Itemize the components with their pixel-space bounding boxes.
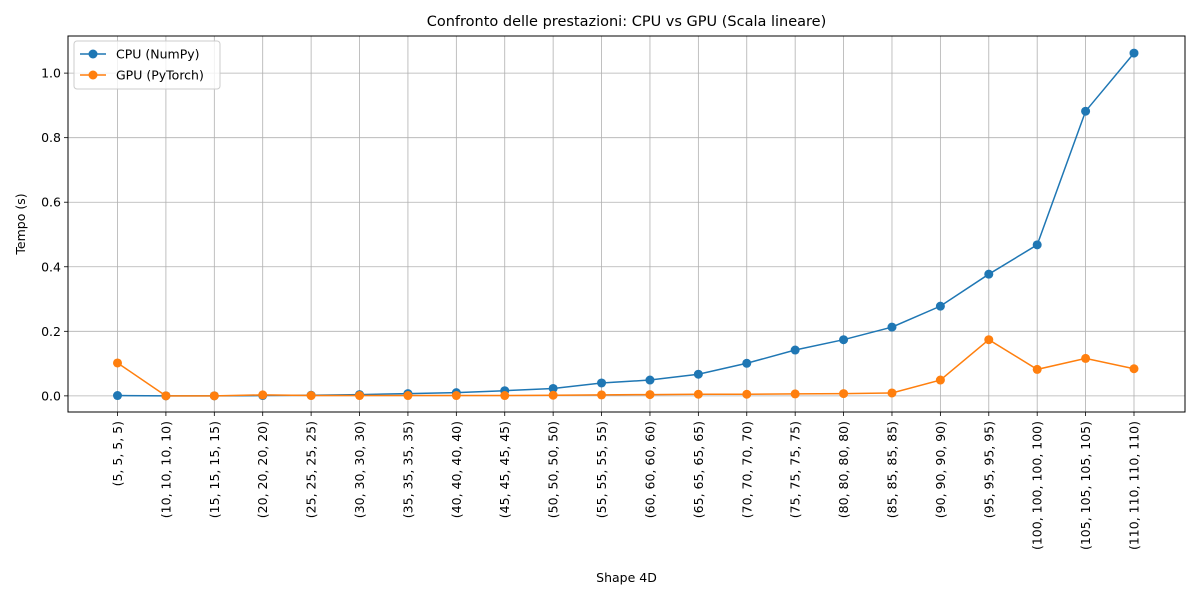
- y-tick-label: 1.0: [41, 66, 61, 81]
- x-tick-label: (20, 20, 20, 20): [255, 421, 270, 518]
- data-point: [935, 375, 945, 385]
- data-point: [209, 391, 219, 401]
- series-line: [117, 338, 1135, 397]
- data-point: [984, 269, 994, 279]
- x-tick-label: (110, 110, 110, 110): [1127, 421, 1142, 550]
- data-point: [258, 390, 268, 400]
- data-point: [839, 335, 849, 345]
- x-tick-label: (105, 105, 105, 105): [1078, 421, 1093, 550]
- y-tick-label: 0.0: [41, 388, 61, 403]
- legend: CPU (NumPy) GPU (PyTorch): [73, 40, 221, 90]
- series-1: [113, 335, 1139, 401]
- data-point: [839, 389, 849, 399]
- data-point: [306, 391, 316, 401]
- x-tick-label: (85, 85, 85, 85): [884, 421, 899, 518]
- data-point: [403, 391, 413, 401]
- y-tick-label: 0.6: [41, 195, 61, 210]
- data-point: [742, 389, 752, 399]
- y-axis-label: Tempo (s): [13, 193, 28, 255]
- x-tick-label: (40, 40, 40, 40): [449, 421, 464, 518]
- x-tick-label: (95, 95, 95, 95): [981, 421, 996, 518]
- tick-layer: (5, 5, 5, 5) (10, 10, 10, 10) (15, 15, 15,…: [41, 66, 1141, 550]
- data-point: [451, 391, 461, 401]
- x-tick-label: (60, 60, 60, 60): [642, 421, 657, 518]
- x-tick-label: (70, 70, 70, 70): [739, 421, 754, 518]
- data-point: [597, 390, 607, 400]
- series-line: [117, 52, 1135, 397]
- data-point: [1081, 106, 1091, 116]
- x-tick-label: (5, 5, 5, 5): [110, 421, 125, 486]
- data-point: [500, 391, 510, 401]
- x-tick-label: (80, 80, 80, 80): [836, 421, 851, 518]
- y-tick-label: 0.4: [41, 259, 61, 274]
- data-point: [935, 301, 945, 311]
- data-point: [597, 378, 607, 388]
- data-point: [113, 391, 122, 401]
- x-tick-label: (15, 15, 15, 15): [207, 421, 222, 518]
- data-point: [355, 391, 365, 401]
- x-tick-label: (30, 30, 30, 30): [352, 421, 367, 518]
- x-tick-label: (10, 10, 10, 10): [158, 421, 173, 518]
- plot-frame: [67, 35, 1186, 413]
- data-point: [693, 369, 703, 379]
- x-tick-label: (55, 55, 55, 55): [594, 421, 609, 518]
- x-tick-label: (35, 35, 35, 35): [400, 421, 415, 518]
- data-point: [645, 375, 655, 385]
- data-point: [1081, 353, 1091, 363]
- x-tick-label: (90, 90, 90, 90): [933, 421, 948, 518]
- legend-label-gpu: GPU (PyTorch): [116, 68, 204, 83]
- x-axis-label: Shape 4D: [596, 570, 657, 585]
- y-tick-label: 0.8: [41, 130, 61, 145]
- x-tick-label: (75, 75, 75, 75): [788, 421, 803, 518]
- x-tick-label: (50, 50, 50, 50): [546, 421, 561, 518]
- legend-marker-cpu: [88, 49, 98, 59]
- data-point: [887, 322, 897, 332]
- data-point: [693, 389, 703, 399]
- data-point: [1032, 364, 1042, 374]
- data-point: [1032, 240, 1042, 250]
- data-point: [645, 390, 655, 400]
- y-tick-label: 0.2: [41, 324, 61, 339]
- x-tick-label: (100, 100, 100, 100): [1030, 421, 1045, 550]
- legend-box: [73, 40, 221, 90]
- data-point: [984, 335, 994, 345]
- grid-layer: [68, 36, 1185, 412]
- legend-marker-gpu: [88, 70, 98, 80]
- data-point: [548, 390, 558, 400]
- legend-label-cpu: CPU (NumPy): [116, 47, 200, 62]
- series-layer: [113, 48, 1139, 401]
- x-tick-label: (65, 65, 65, 65): [691, 421, 706, 518]
- series-0: [113, 48, 1139, 401]
- data-point: [790, 389, 800, 399]
- data-point: [1129, 48, 1139, 58]
- data-point: [790, 345, 800, 355]
- data-point: [113, 358, 122, 368]
- x-tick-label: (25, 25, 25, 25): [304, 421, 319, 518]
- data-point: [161, 391, 171, 401]
- x-tick-label: (45, 45, 45, 45): [497, 421, 512, 518]
- data-point: [887, 388, 897, 398]
- data-point: [1129, 364, 1139, 374]
- data-point: [742, 358, 752, 368]
- data-point: [548, 383, 558, 393]
- chart-title: Confronto delle prestazioni: CPU vs GPU …: [427, 14, 827, 30]
